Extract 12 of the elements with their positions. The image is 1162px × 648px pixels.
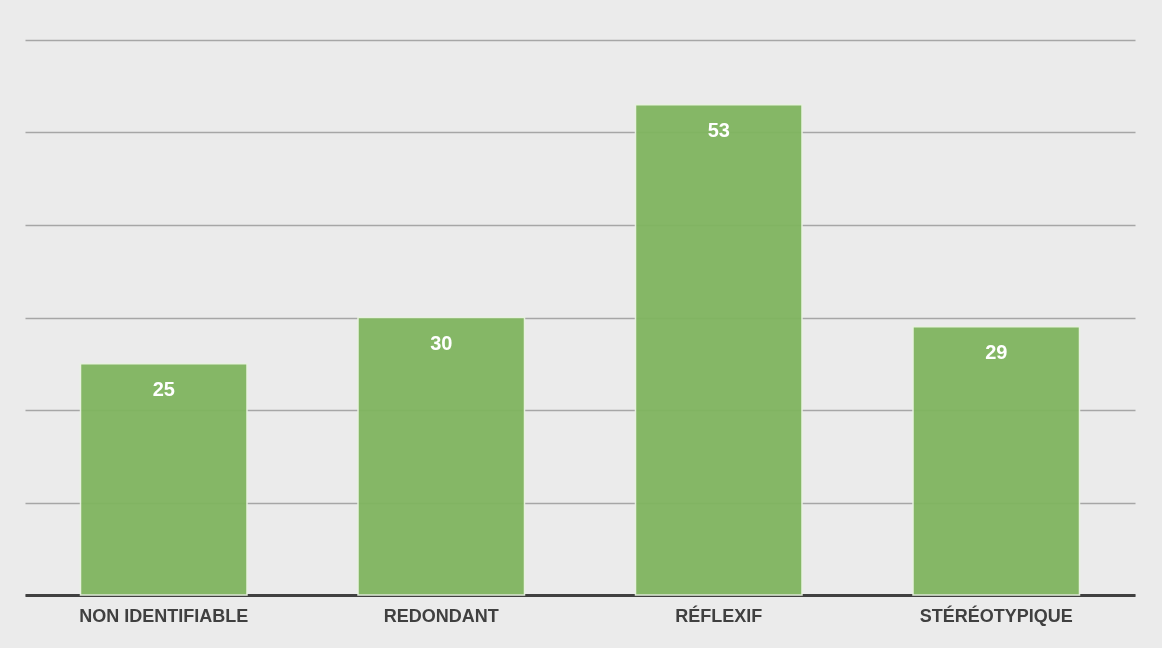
data-label: 29 [985,340,1008,363]
data-label: 25 [152,377,175,400]
x-tick-label: RÉFLEXIF [675,604,763,626]
data-label: 53 [707,118,730,141]
bar [357,316,526,596]
bar [634,104,803,596]
x-tick-label: REDONDANT [383,605,499,626]
x-tick-label: NON IDENTIFIABLE [79,605,249,626]
data-label: 30 [430,331,453,354]
bar [79,363,248,596]
bar [912,326,1081,596]
x-tick-label: STÉRÉOTYPIQUE [919,604,1073,626]
